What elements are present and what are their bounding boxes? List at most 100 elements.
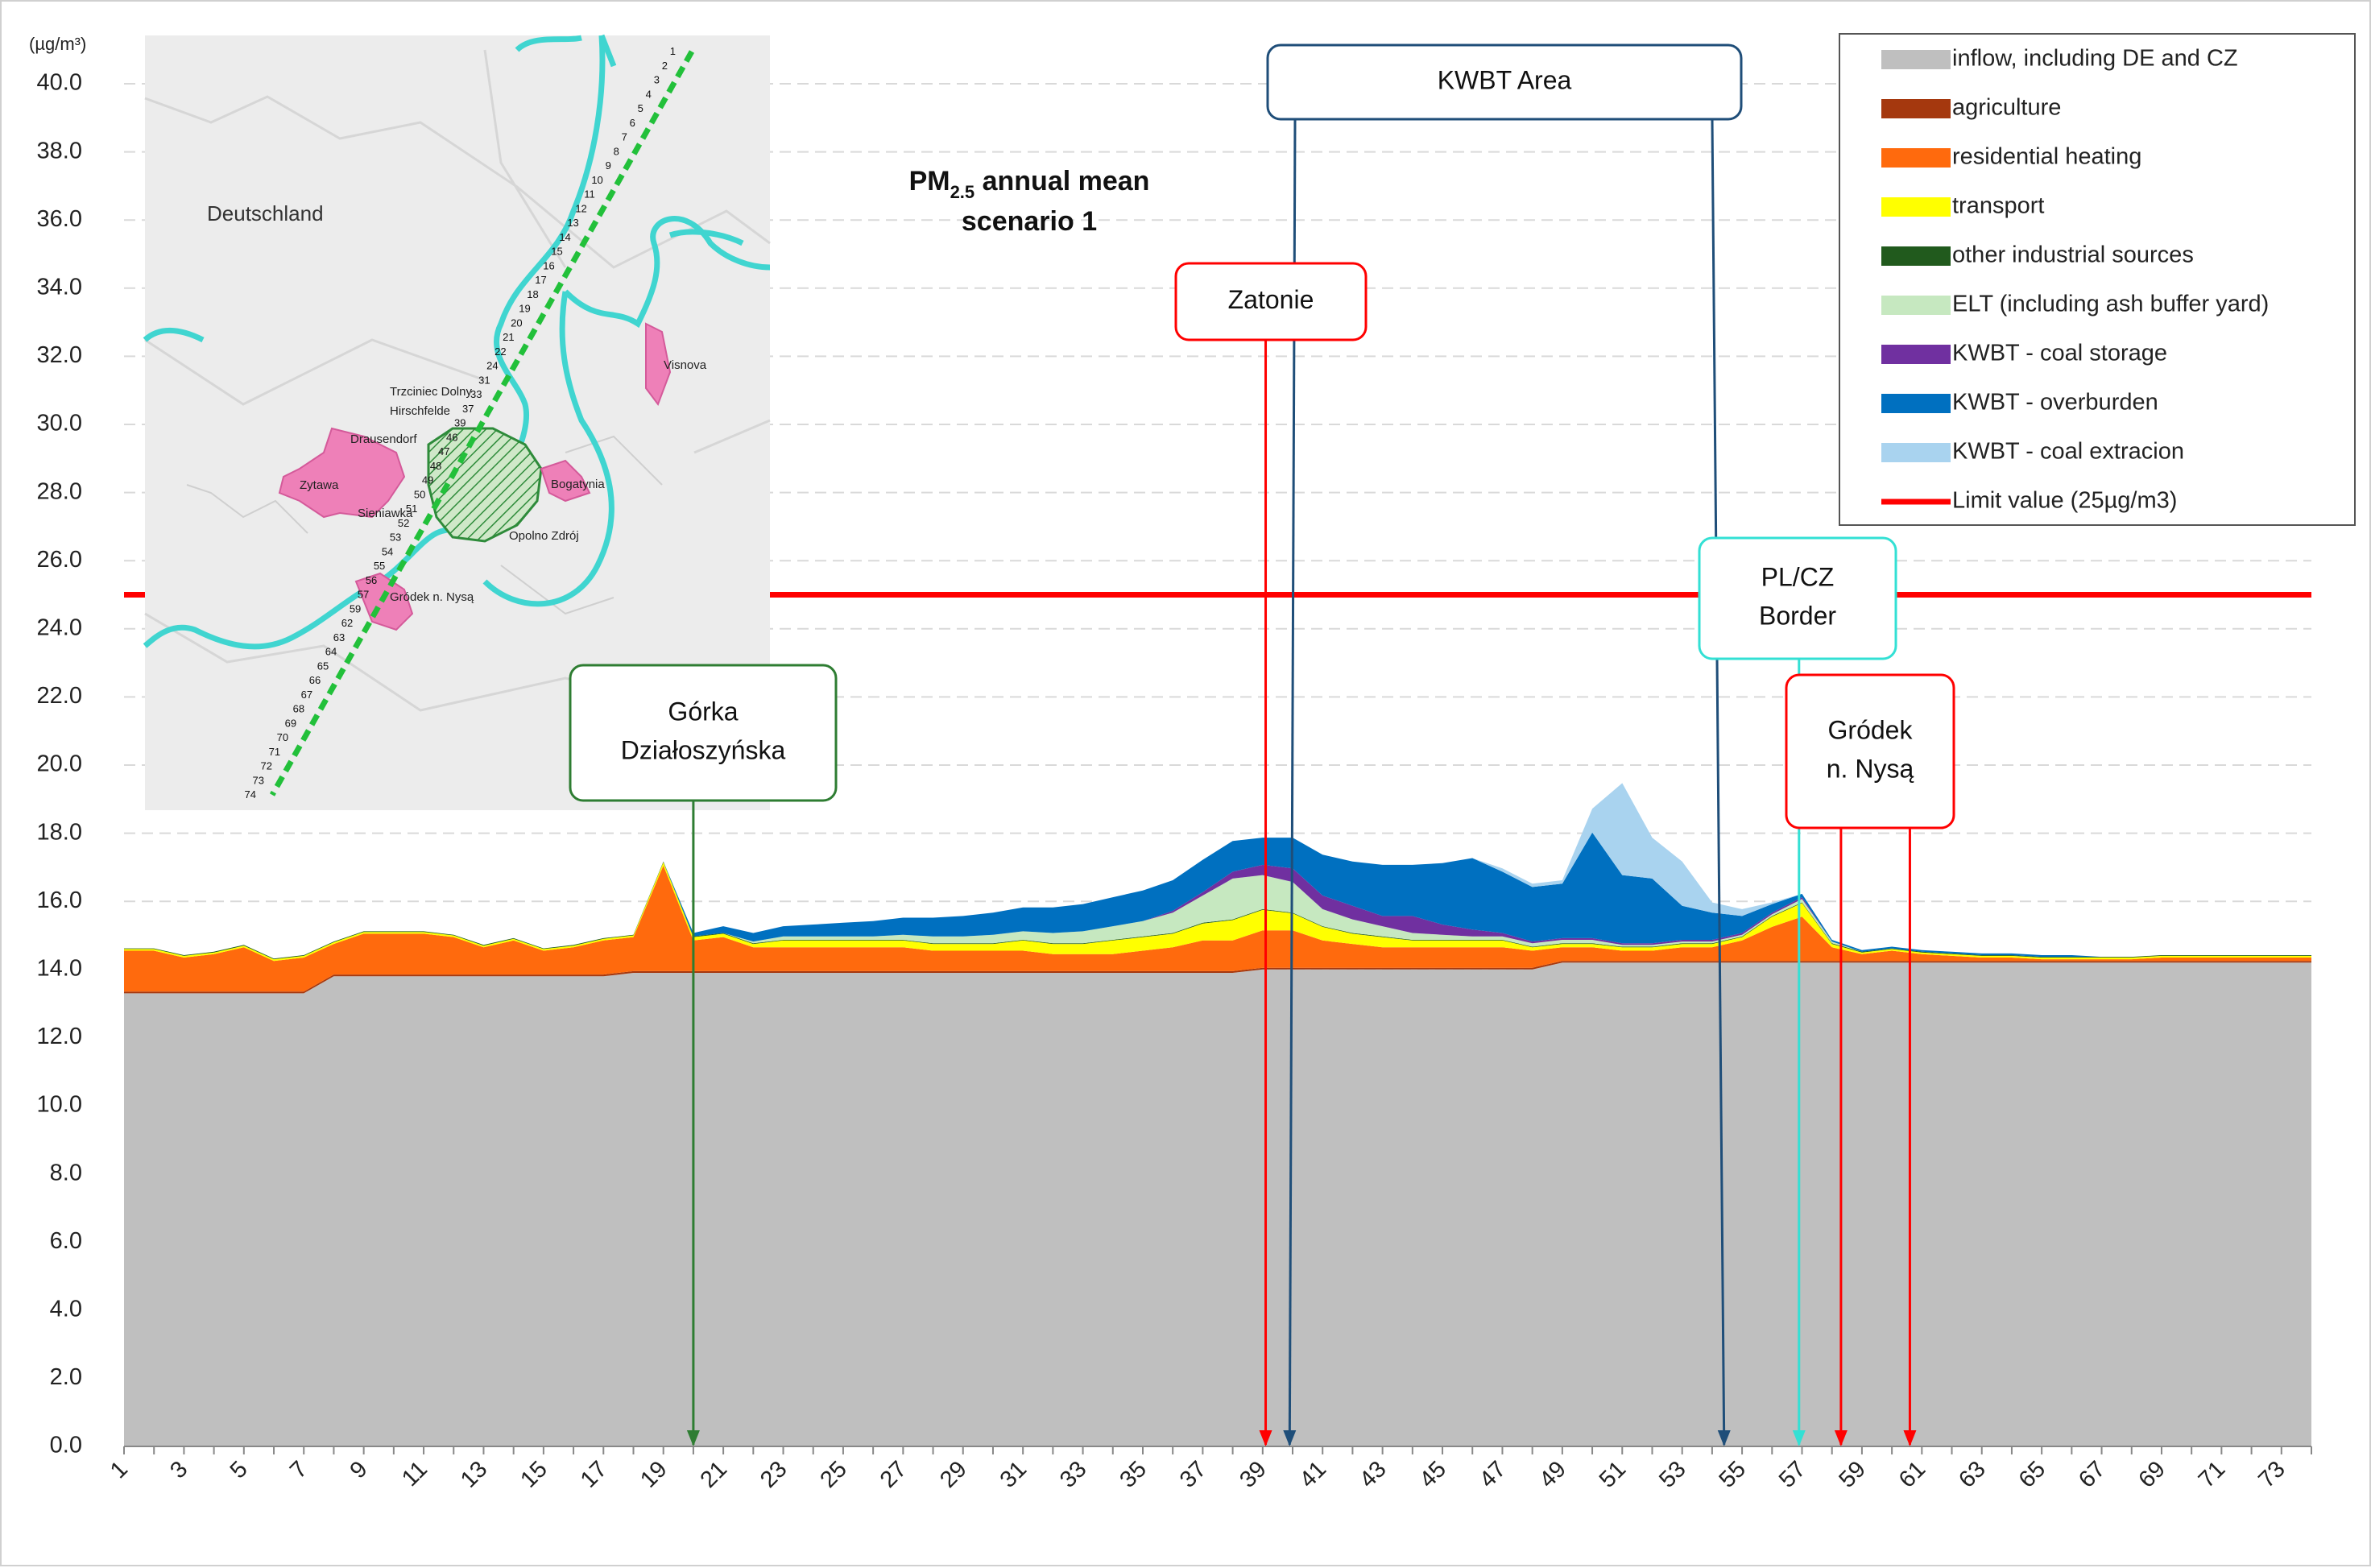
legend-label: KWBT - coal storage — [1952, 341, 2167, 366]
callout-box — [569, 664, 838, 802]
route-number: 53 — [390, 532, 401, 544]
legend-label: Limit value (25µg/m3) — [1952, 488, 2177, 514]
map-bogatynia-area — [540, 459, 591, 503]
x-tick-label: 69 — [2133, 1456, 2170, 1492]
x-tick-label: 5 — [226, 1456, 253, 1483]
legend-swatch — [1881, 99, 1951, 118]
x-tick-label: 49 — [1534, 1456, 1570, 1492]
legend-label: other industrial sources — [1952, 242, 2194, 268]
title-subscript: 2.5 — [950, 182, 975, 202]
route-number: 47 — [438, 445, 449, 457]
legend-label: inflow, including DE and CZ — [1952, 46, 2238, 72]
route-number: 66 — [309, 674, 321, 686]
legend-swatch — [1881, 443, 1951, 462]
callout-arrowhead — [1717, 1430, 1731, 1446]
x-tick-label: 29 — [935, 1456, 971, 1492]
y-tick-label: 18.0 — [37, 819, 82, 845]
route-number: 55 — [374, 560, 385, 572]
x-tick-label: 71 — [2194, 1456, 2230, 1492]
route-number: 67 — [301, 689, 312, 701]
legend: inflow, including DE and CZ agriculture re… — [1839, 33, 2356, 526]
route-number: 65 — [317, 660, 329, 672]
stacked-areas — [124, 783, 2311, 1446]
route-number: 73 — [253, 774, 264, 786]
legend-swatch — [1881, 345, 1951, 364]
map-label-drausendorf: Drausendorf — [350, 432, 417, 446]
route-number: 3 — [654, 74, 660, 86]
route-number: 37 — [462, 403, 474, 415]
legend-label: KWBT - overburden — [1952, 390, 2158, 416]
route-number: 9 — [606, 159, 611, 172]
legend-label: transport — [1952, 193, 2044, 219]
area-series-0 — [124, 962, 2311, 1446]
callout-label: Gródek — [1828, 715, 1914, 744]
route-number: 74 — [245, 788, 256, 801]
callout-label: n. Nysą — [1827, 754, 1914, 783]
route-number: 68 — [293, 703, 304, 715]
legend-swatch — [1881, 246, 1951, 266]
callout-arrow — [1711, 118, 1726, 1446]
x-tick-label: 17 — [576, 1456, 612, 1492]
route-number: 10 — [591, 174, 602, 186]
x-tick-label: 67 — [2074, 1456, 2110, 1492]
map-label-grodek: Gródek n. Nysą — [390, 590, 474, 604]
y-tick-label: 26.0 — [37, 547, 82, 573]
route-number: 48 — [430, 460, 441, 472]
route-number-labels: 1234567891011121314151617181920212224313… — [245, 45, 676, 801]
callout-box — [1698, 536, 1897, 660]
y-tick-label: 30.0 — [37, 411, 82, 436]
border-line-extra — [143, 35, 744, 343]
route-number: 14 — [559, 231, 570, 243]
route-number: 54 — [382, 545, 393, 557]
route-number: 11 — [584, 188, 595, 201]
y-tick-label: 14.0 — [37, 955, 82, 981]
legend-label: KWBT - coal extracion — [1952, 439, 2184, 465]
map-label-sieniawka: Sieniawka — [358, 507, 413, 520]
route-number: 16 — [543, 259, 554, 271]
callout-label: KWBT Area — [1438, 65, 1572, 94]
y-tick-label: 4.0 — [50, 1296, 82, 1322]
y-axis-unit: (µg/m³) — [29, 34, 86, 54]
route-number: 8 — [614, 145, 619, 157]
callout-arrowhead — [1903, 1430, 1917, 1446]
map-minor-roads — [186, 435, 663, 615]
callout-4: Górka Działoszyńska — [569, 664, 838, 1446]
route-number: 33 — [470, 388, 482, 400]
route-number: 52 — [398, 517, 409, 529]
x-tick-label: 65 — [2014, 1456, 2050, 1492]
route-number: 15 — [551, 246, 562, 258]
map-label-bogatynia: Bogatynia — [551, 478, 605, 491]
callout-arrowhead — [1259, 1430, 1272, 1446]
legend-label: agriculture — [1952, 95, 2061, 121]
map-visnova-area — [645, 322, 672, 407]
y-tick-label: 20.0 — [37, 751, 82, 777]
x-tick-label: 7 — [285, 1456, 312, 1483]
legend-swatch — [1881, 197, 1951, 217]
route-number: 4 — [646, 88, 652, 100]
route-number: 63 — [333, 631, 345, 643]
y-tick-label: 40.0 — [37, 70, 82, 96]
route-number: 46 — [446, 431, 457, 443]
callout-1: Zatonie — [1174, 262, 1368, 1446]
legend-swatch — [1881, 296, 1951, 315]
route-number: 69 — [285, 717, 296, 729]
x-tick-label: 1 — [106, 1456, 133, 1483]
callout-0: KWBT Area — [1266, 43, 1743, 1446]
route-number: 18 — [527, 288, 538, 300]
title-pm: PM — [909, 166, 950, 197]
y-tick-label: 36.0 — [37, 206, 82, 232]
y-tick-label: 16.0 — [37, 887, 82, 913]
y-tick-label: 32.0 — [37, 342, 82, 368]
legend-swatch — [1881, 148, 1951, 168]
x-tick-label: 33 — [1055, 1456, 1091, 1492]
area-series-5 — [124, 861, 2311, 959]
x-tick-label: 39 — [1235, 1456, 1271, 1492]
x-tick-label: 73 — [2253, 1456, 2290, 1492]
x-tick-label: 43 — [1355, 1456, 1391, 1492]
y-tick-label: 22.0 — [37, 683, 82, 709]
route-number: 49 — [422, 474, 433, 486]
x-tick-label: 31 — [995, 1456, 1032, 1492]
map-label-visnova: Visnova — [664, 358, 707, 372]
